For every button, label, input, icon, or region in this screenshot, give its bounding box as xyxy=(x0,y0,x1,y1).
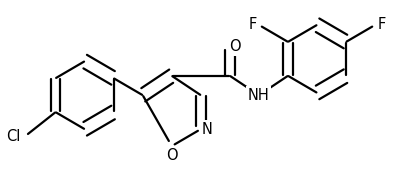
Text: O: O xyxy=(229,39,240,54)
Text: Cl: Cl xyxy=(6,129,21,144)
Text: O: O xyxy=(166,148,178,163)
Text: NH: NH xyxy=(248,88,270,103)
Text: N: N xyxy=(202,122,213,137)
Text: F: F xyxy=(248,17,256,32)
Text: F: F xyxy=(378,17,386,32)
